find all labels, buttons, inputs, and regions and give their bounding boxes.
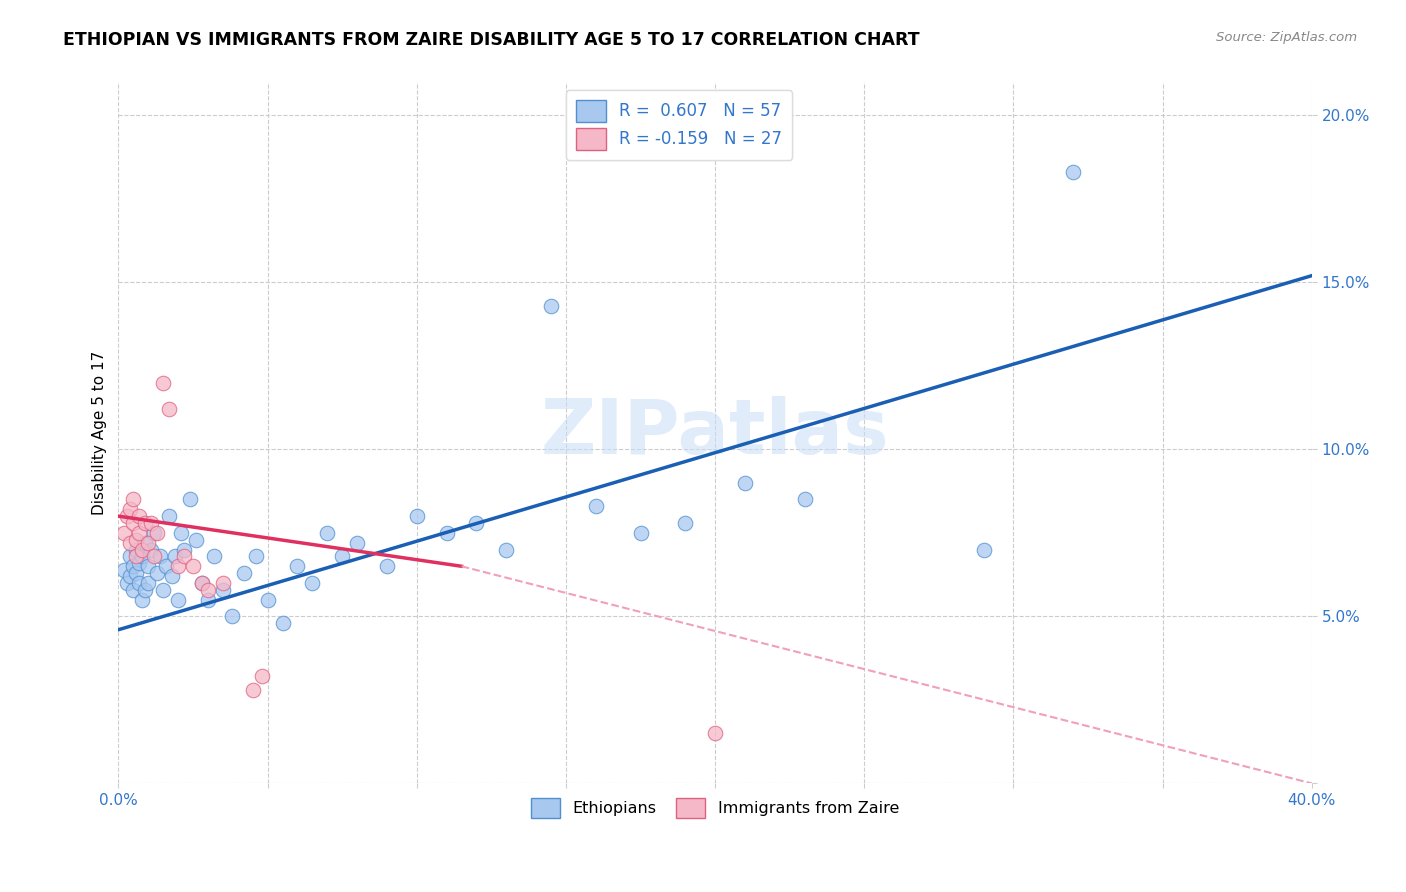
- Point: [191, 576, 214, 591]
- Point: [1062, 165, 1084, 179]
- Point: [184, 533, 207, 547]
- Point: [125, 549, 148, 564]
- Point: [122, 582, 145, 597]
- Point: [112, 563, 135, 577]
- Point: [585, 499, 607, 513]
- Point: [136, 536, 159, 550]
- Point: [152, 582, 174, 597]
- Point: [146, 525, 169, 540]
- Point: [212, 582, 235, 597]
- Point: [436, 525, 458, 540]
- Point: [540, 299, 562, 313]
- Point: [143, 549, 166, 564]
- Point: [157, 402, 180, 417]
- Point: [221, 609, 243, 624]
- Point: [330, 549, 353, 564]
- Point: [128, 556, 150, 570]
- Point: [973, 542, 995, 557]
- Point: [155, 559, 177, 574]
- Point: [704, 726, 727, 740]
- Point: [734, 475, 756, 490]
- Point: [136, 559, 159, 574]
- Point: [120, 536, 142, 550]
- Point: [165, 549, 187, 564]
- Point: [125, 566, 148, 580]
- Point: [212, 576, 235, 591]
- Point: [128, 576, 150, 591]
- Point: [152, 376, 174, 390]
- Text: ZIPatlas: ZIPatlas: [541, 396, 890, 470]
- Text: Source: ZipAtlas.com: Source: ZipAtlas.com: [1216, 31, 1357, 45]
- Point: [128, 525, 150, 540]
- Point: [131, 542, 153, 557]
- Point: [301, 576, 323, 591]
- Point: [250, 669, 273, 683]
- Point: [128, 509, 150, 524]
- Point: [202, 549, 225, 564]
- Point: [181, 559, 204, 574]
- Point: [242, 682, 264, 697]
- Point: [170, 525, 193, 540]
- Point: [157, 509, 180, 524]
- Point: [465, 516, 488, 530]
- Point: [136, 576, 159, 591]
- Point: [673, 516, 696, 530]
- Point: [125, 542, 148, 557]
- Point: [173, 549, 195, 564]
- Point: [117, 576, 139, 591]
- Point: [120, 502, 142, 516]
- Point: [120, 549, 142, 564]
- Point: [134, 536, 156, 550]
- Point: [167, 592, 190, 607]
- Point: [179, 492, 201, 507]
- Point: [122, 492, 145, 507]
- Point: [232, 566, 254, 580]
- Point: [120, 569, 142, 583]
- Point: [141, 516, 163, 530]
- Point: [134, 516, 156, 530]
- Point: [141, 542, 163, 557]
- Point: [245, 549, 267, 564]
- Point: [125, 533, 148, 547]
- Point: [405, 509, 427, 524]
- Point: [146, 566, 169, 580]
- Point: [131, 549, 153, 564]
- Point: [316, 525, 339, 540]
- Point: [375, 559, 398, 574]
- Point: [131, 592, 153, 607]
- Text: ETHIOPIAN VS IMMIGRANTS FROM ZAIRE DISABILITY AGE 5 TO 17 CORRELATION CHART: ETHIOPIAN VS IMMIGRANTS FROM ZAIRE DISAB…: [63, 31, 920, 49]
- Point: [793, 492, 815, 507]
- Legend: Ethiopians, Immigrants from Zaire: Ethiopians, Immigrants from Zaire: [524, 791, 905, 824]
- Point: [149, 549, 172, 564]
- Point: [112, 525, 135, 540]
- Point: [630, 525, 652, 540]
- Point: [346, 536, 368, 550]
- Point: [495, 542, 517, 557]
- Point: [256, 592, 278, 607]
- Point: [167, 559, 190, 574]
- Y-axis label: Disability Age 5 to 17: Disability Age 5 to 17: [93, 351, 107, 515]
- Point: [197, 592, 219, 607]
- Point: [160, 569, 183, 583]
- Point: [173, 542, 195, 557]
- Point: [197, 582, 219, 597]
- Point: [134, 582, 156, 597]
- Point: [122, 516, 145, 530]
- Point: [191, 576, 214, 591]
- Point: [271, 615, 294, 630]
- Point: [122, 559, 145, 574]
- Point: [143, 525, 166, 540]
- Point: [117, 509, 139, 524]
- Point: [287, 559, 309, 574]
